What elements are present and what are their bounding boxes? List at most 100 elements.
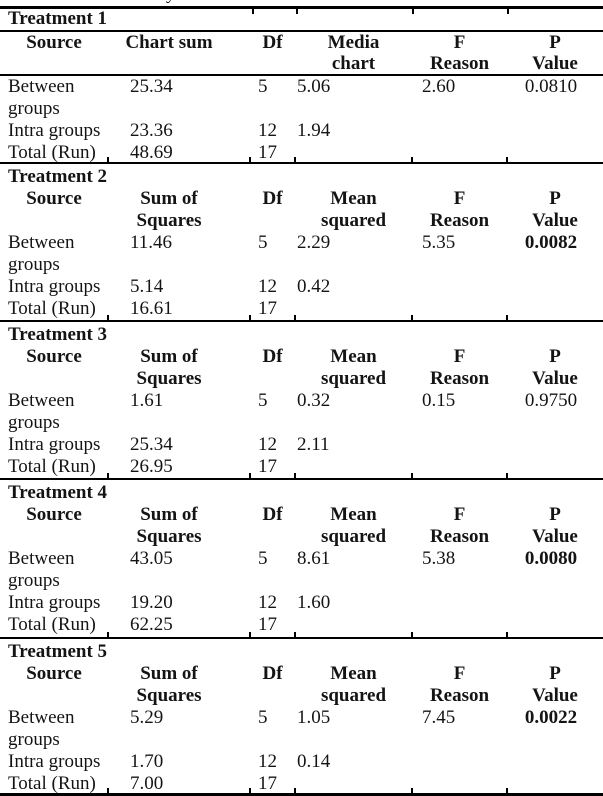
row-between-groups: Between groups 11.46 5 2.29 5.35 0.0082 (0, 232, 603, 276)
header-line: Sum of (140, 663, 198, 684)
cell-df: 12 (258, 276, 277, 297)
header-source: Source (0, 346, 108, 390)
cell-sum-squares: 25.34 (130, 434, 173, 455)
cell-p (507, 614, 603, 636)
treatment-title: Treatment 4 (8, 482, 108, 503)
header-line: Reason (429, 210, 490, 231)
header-line: Chart sum (125, 32, 213, 53)
header-mean-square: Mean squared (295, 663, 412, 707)
cell-p (507, 276, 603, 298)
column-tick (411, 788, 413, 793)
header-line: Squares (136, 210, 202, 231)
cell-p: 0.0022 (524, 707, 578, 728)
cell-sum-squares: 43.05 (130, 548, 173, 569)
cell-source-line1: Between (8, 548, 75, 569)
header-mean-square: Media chart (295, 32, 412, 74)
cell-source-line1: Between (8, 76, 75, 97)
column-tick (249, 632, 251, 637)
table-header-row: Source Sum of Squares Df Mean squared F Rea… (0, 663, 603, 707)
header-line (0, 685, 108, 707)
cell-sum-squares: 1.61 (130, 390, 164, 411)
cell-source-line1: Between (8, 232, 75, 253)
cell-mean-square: 5.06 (297, 76, 331, 97)
table-header-row: Source Chart sum Df Media chart F Reason P… (0, 32, 603, 76)
header-df: Df (250, 504, 295, 548)
column-tick (249, 788, 251, 793)
cell-df: 5 (258, 548, 268, 569)
cell-p (507, 456, 603, 478)
cell-source: Between groups (0, 76, 108, 120)
cell-p (507, 298, 603, 320)
column-tick (507, 9, 509, 14)
header-df: Df (250, 663, 295, 707)
cell-source: Intra groups (8, 276, 101, 297)
header-sum-of-squares: Chart sum (108, 32, 250, 74)
column-tick (249, 315, 251, 320)
cell-sum-squares: 26.95 (130, 456, 173, 477)
header-sum-of-squares: Sum of Squares (108, 188, 250, 232)
header-line: Reason (429, 368, 490, 389)
column-tick (107, 788, 109, 793)
cell-sum-squares: 5.29 (130, 707, 164, 728)
header-mean-square: Mean squared (295, 188, 412, 232)
cell-source: Total (Run) (8, 298, 96, 319)
cell-source-line2: groups (8, 412, 60, 433)
cell-df: 5 (258, 390, 268, 411)
header-line: P (549, 346, 561, 367)
cell-f: 0.15 (422, 390, 456, 411)
treatment-2-section: Treatment 2 Source Sum of Squares Df Mean… (0, 164, 603, 322)
cell-source-line1: Between (8, 390, 75, 411)
header-line: Value (532, 53, 578, 74)
cell-mean-square: 2.11 (297, 434, 330, 455)
header-line (0, 210, 108, 232)
clipped-caption-fragment: y (166, 0, 182, 6)
header-sum-of-squares: Sum of Squares (108, 346, 250, 390)
row-total: Total (Run) 62.25 17 (0, 614, 603, 636)
header-line: Value (532, 685, 578, 706)
column-tick (506, 315, 508, 320)
header-df: Df (250, 188, 295, 232)
column-tick (294, 632, 296, 637)
cell-f (412, 298, 507, 320)
cell-sum-squares: 62.25 (130, 614, 173, 635)
row-intra-groups: Intra groups 25.34 12 2.11 (0, 434, 603, 456)
row-intra-groups: Intra groups 23.36 12 1.94 (0, 120, 603, 142)
cell-sum-squares: 25.34 (130, 76, 173, 97)
header-line: Mean (330, 663, 377, 684)
cell-f (412, 751, 507, 773)
header-line (0, 368, 108, 390)
cell-source-line2: groups (8, 254, 60, 275)
cell-p (507, 592, 603, 614)
header-line: Value (532, 526, 578, 547)
cell-source-line2: groups (8, 570, 60, 591)
header-source: Source (0, 504, 108, 548)
cell-source: Intra groups (8, 120, 101, 141)
header-line: Squares (136, 526, 202, 547)
row-between-groups: Between groups 5.29 5 1.05 7.45 0.0022 (0, 707, 603, 751)
cell-mean-square: 2.29 (297, 232, 331, 253)
header-line: Media (327, 32, 380, 53)
cell-f: 2.60 (422, 76, 456, 97)
cell-mean-square (295, 773, 412, 793)
column-tick (411, 473, 413, 478)
header-line: Df (262, 32, 283, 53)
header-line (0, 526, 108, 548)
cell-source: Intra groups (8, 751, 101, 772)
cell-df: 12 (258, 120, 277, 141)
header-line: F (453, 32, 466, 53)
header-df: Df (250, 32, 295, 74)
treatment-title: Treatment 3 (8, 324, 108, 345)
cell-f (412, 456, 507, 478)
cell-df: 17 (258, 773, 277, 794)
header-line: Reason (429, 685, 490, 706)
cell-sum-squares: 19.20 (130, 592, 173, 613)
row-between-groups: Between groups 25.34 5 5.06 2.60 0.0810 (0, 76, 603, 120)
cell-source-line1: Between (8, 707, 75, 728)
header-p-value: P Value (507, 504, 603, 548)
cell-source: Between groups (0, 548, 108, 592)
cell-source: Total (Run) (8, 614, 96, 635)
header-line: Squares (136, 685, 202, 706)
cell-source: Between groups (0, 232, 108, 276)
column-tick (411, 315, 413, 320)
cell-df: 5 (258, 76, 268, 97)
